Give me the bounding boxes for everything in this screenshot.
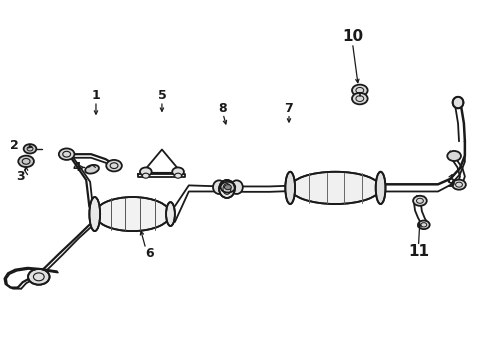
Ellipse shape (89, 197, 100, 231)
Circle shape (106, 160, 122, 171)
Circle shape (447, 151, 461, 161)
Text: 8: 8 (219, 102, 227, 115)
Ellipse shape (166, 202, 175, 226)
Text: 11: 11 (408, 244, 429, 259)
Text: 10: 10 (342, 29, 363, 44)
Circle shape (172, 167, 184, 176)
Text: 2: 2 (10, 139, 19, 152)
Text: 6: 6 (146, 247, 154, 260)
Text: 7: 7 (285, 102, 294, 115)
Circle shape (140, 167, 152, 176)
Circle shape (28, 269, 49, 285)
Ellipse shape (453, 97, 464, 108)
Circle shape (352, 85, 368, 96)
Text: 3: 3 (16, 170, 24, 183)
Text: 5: 5 (158, 89, 166, 102)
Text: 4: 4 (72, 161, 81, 174)
Ellipse shape (231, 180, 243, 194)
Ellipse shape (376, 172, 386, 204)
Text: 1: 1 (92, 89, 100, 102)
Circle shape (18, 156, 34, 167)
Circle shape (174, 173, 181, 178)
Circle shape (143, 173, 149, 178)
Ellipse shape (213, 180, 225, 194)
Ellipse shape (285, 172, 295, 204)
Circle shape (224, 185, 231, 190)
Circle shape (24, 144, 36, 153)
Circle shape (59, 148, 74, 160)
Ellipse shape (85, 165, 99, 174)
Circle shape (220, 182, 235, 193)
Circle shape (418, 221, 430, 229)
Circle shape (413, 196, 427, 206)
Ellipse shape (290, 172, 381, 204)
Text: 9: 9 (446, 177, 455, 190)
Circle shape (452, 180, 466, 190)
Circle shape (352, 93, 368, 104)
Ellipse shape (95, 197, 171, 231)
Ellipse shape (219, 180, 235, 198)
